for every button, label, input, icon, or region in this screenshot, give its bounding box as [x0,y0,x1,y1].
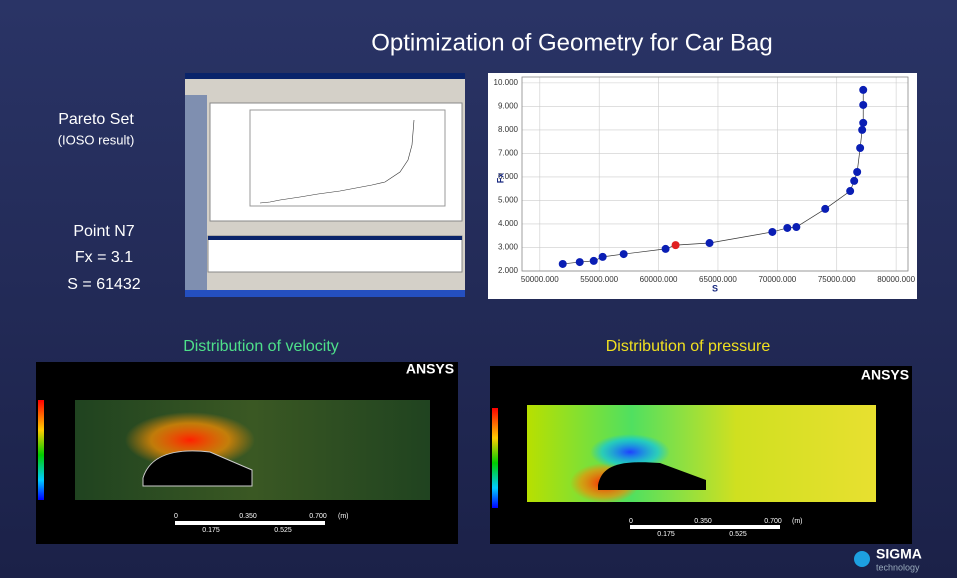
y-tick-label: 10.000 [494,78,519,87]
x-tick-label: 75000.000 [818,275,856,284]
point [768,227,777,236]
point [853,168,862,177]
y-tick-label: 8.000 [498,125,519,134]
chart-panel [488,73,917,299]
point [846,187,855,196]
scale: 0.350 [694,518,712,525]
label: (IOSO result) [58,132,135,147]
point [598,252,607,261]
x-tick-label: 70000.000 [758,275,796,284]
scales: 0 0.350 0.700 (m) 0.175 0.525 0 0.350 0.… [174,513,802,538]
y-tick-label: 6.000 [498,172,519,181]
captions: Distribution of velocity Distribution of… [183,338,909,382]
scale: 0 [629,518,633,525]
point [575,258,584,267]
brand: ANSYS [406,361,454,377]
point [705,239,714,248]
point [558,259,567,268]
y-tick-label: 9.000 [498,102,519,111]
velocity-image [36,362,458,544]
point [589,256,598,265]
y-axis-label: Fx [495,173,505,184]
caption: Distribution of velocity [183,338,339,355]
scale: 0.350 [239,513,257,520]
x-tick-label: 50000.000 [521,275,559,284]
brand: ANSYS [861,367,909,383]
point [850,176,859,185]
scale: 0.175 [657,531,675,538]
point [821,204,830,213]
pressure-image [490,366,912,544]
logo-name: SIGMA [876,546,922,562]
point [792,223,801,232]
scale: 0.175 [202,527,220,534]
point [671,241,680,250]
point [859,85,868,94]
plot-frame [521,76,909,272]
point [858,125,867,134]
point [783,223,792,232]
y-tick-label: 3.000 [498,243,519,252]
scale: 0 [174,513,178,520]
label: S = 61432 [67,276,141,293]
point [859,100,868,109]
title: Optimization of Geometry for Car Bag [371,29,772,56]
label: Fx = 3.1 [75,249,133,266]
x-tick-label: 65000.000 [699,275,737,284]
point [859,118,868,127]
label: Point N7 [73,223,134,240]
scale: 0.700 [309,513,327,520]
scale: 0.525 [729,531,747,538]
x-tick-label: 80000.000 [877,275,915,284]
logo-sub: technology [876,562,920,572]
logo: SIGMA technology [854,546,922,572]
scale: 0.525 [274,527,292,534]
y-tick-label: 2.000 [498,266,519,275]
scale: (m) [792,518,803,525]
scale: 0.700 [764,518,782,525]
y-tick-label: 5.000 [498,196,519,205]
scale: (m) [338,513,349,520]
point [619,250,628,259]
y-tick-label: 4.000 [498,219,519,228]
x-tick-label: 55000.000 [580,275,618,284]
point [661,244,670,253]
chart: 2.000 3.000 4.000 5.000 6.000 7.000 8.000 9.000… [494,76,916,293]
texts: Optimization of Geometry for Car Bag Par… [58,29,773,293]
y-tick-label: 7.000 [498,149,519,158]
caption: Distribution of pressure [606,338,771,355]
x-axis-label: S [712,283,718,293]
label: Pareto Set [58,111,134,128]
point [856,144,865,153]
screenshot [185,73,465,297]
x-tick-label: 60000.000 [640,275,678,284]
